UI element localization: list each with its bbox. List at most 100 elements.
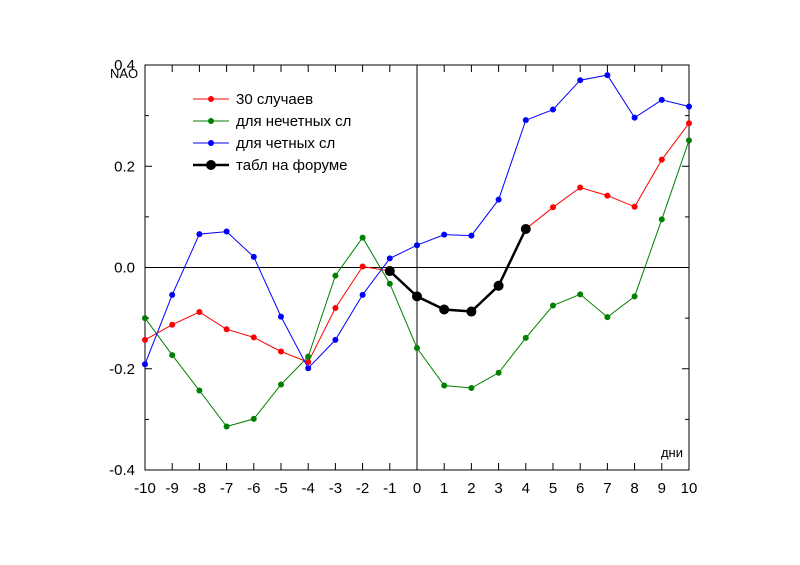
y-tick-label: 0.2 [114,158,135,175]
data-point [169,291,176,298]
legend-entry: 30 случаев [193,91,313,108]
data-point [522,117,529,124]
x-tick-label: -3 [329,480,342,497]
data-point [142,336,148,343]
data-point [441,382,448,389]
x-tick-label: 7 [603,480,611,497]
data-point [196,387,203,394]
series-line [388,228,527,313]
x-tick-label: -6 [247,480,260,497]
legend-label: для четных сл [236,135,335,152]
x-tick-label: -2 [356,480,369,497]
data-point [305,359,312,366]
data-point [577,184,584,191]
data-point [250,334,257,341]
y-tick-label: 0.0 [114,260,135,277]
data-point [495,196,502,203]
data-point [359,291,366,298]
data-point [468,232,475,239]
x-tick-label: 10 [681,480,698,497]
data-point [169,352,176,359]
x-axis-title: дни [661,445,683,460]
legend-entry: для четных сл [193,135,335,152]
data-point [332,336,339,343]
x-tick-label: 0 [413,480,421,497]
axes: -10 -9 -8 -7 -6 -5 -4 -3 -2 -1 0 1 2 3 4 5 6 7 8 9 10-0.4-0.… [109,57,697,497]
y-tick-label: 0.4 [114,57,135,74]
x-tick-label: 3 [494,480,502,497]
data-point [550,106,556,113]
legend-swatch-marker [208,118,214,124]
x-tick-label: 2 [467,480,475,497]
data-point [278,381,284,388]
data-point [495,369,502,376]
data-point [142,315,148,322]
legend: 30 случаев для нечетных сл для четных сл та… [193,91,351,174]
data-point [658,96,665,103]
data-point [577,291,584,298]
data-point [142,361,148,368]
data-point [412,291,422,302]
data-point [223,326,230,333]
data-point [223,228,230,235]
series-1 [142,137,692,430]
data-point [631,293,638,300]
data-point [550,302,556,309]
data-point [386,255,393,262]
legend-swatch-marker [208,96,214,102]
data-point [658,216,665,223]
series-layer [142,72,692,430]
data-point [468,384,475,391]
data-point [332,272,339,279]
data-point [278,348,284,355]
x-tick-label: 1 [440,480,448,497]
data-point [250,415,257,422]
data-point [305,365,312,372]
data-point [278,313,284,320]
data-point [196,231,203,238]
data-point [493,280,504,291]
data-point [522,334,529,341]
data-point [196,309,203,316]
legend-label: для нечетных сл [236,113,351,130]
data-point [441,231,448,238]
x-tick-label: -5 [274,480,287,497]
x-tick-label: -7 [220,480,233,497]
data-point [686,120,692,127]
data-point [604,314,611,321]
x-tick-label: -9 [166,480,179,497]
series-2 [142,72,692,372]
data-point [686,137,692,144]
y-axis-title: NAO [110,66,138,81]
data-point [439,304,450,315]
series-3 [384,224,531,317]
y-tick-label: -0.2 [109,361,135,378]
data-point [386,280,393,287]
data-point [604,192,611,199]
x-tick-label: 9 [658,480,666,497]
data-point [169,321,176,328]
data-point [305,353,312,360]
data-point [250,253,257,260]
data-point [550,204,556,211]
data-point [414,344,420,351]
data-point [631,203,638,210]
x-tick-label: -8 [193,480,206,497]
legend-swatch-marker [206,160,216,170]
reference-lines [145,65,689,470]
legend-swatch-marker [208,140,214,146]
data-point [414,242,420,249]
legend-label: 30 случаев [236,91,313,108]
data-point [604,72,611,79]
y-tick-label: -0.4 [109,462,135,479]
legend-entry: табл на форуме [193,157,348,174]
data-point [520,224,531,235]
data-point [631,114,638,121]
data-point [384,266,395,277]
data-point [686,103,692,110]
data-point [332,305,339,311]
x-tick-label: 6 [576,480,584,497]
x-tick-label: -4 [302,480,315,497]
data-point [658,156,665,163]
